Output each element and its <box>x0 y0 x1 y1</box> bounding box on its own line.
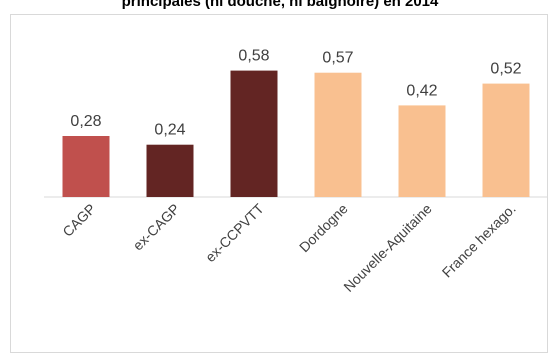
bar-france-hexago- <box>482 83 530 197</box>
bar-cagp <box>62 136 110 197</box>
value-label: 0,42 <box>406 82 437 99</box>
category-label: Dordogne <box>296 200 351 255</box>
category-label: Nouvelle-Aquitaine <box>340 200 435 295</box>
value-label: 0,58 <box>238 48 269 65</box>
bar-ex-cagp <box>146 144 194 197</box>
value-label: 0,52 <box>490 61 521 78</box>
bar-nouvelle-aquitaine <box>398 105 446 197</box>
value-label: 0,28 <box>70 113 101 130</box>
bar-ex-ccpvtt <box>230 70 278 197</box>
chart-title: principales (ni douche, ni baignoire) en… <box>121 0 439 10</box>
category-label: ex-CAGP <box>130 200 183 253</box>
value-label: 0,24 <box>154 122 185 139</box>
category-label: CAGP <box>59 200 98 239</box>
value-label: 0,57 <box>322 50 353 67</box>
category-label: France hexago. <box>439 200 519 280</box>
category-label: ex-CCPVTT <box>202 200 267 265</box>
bar-dordogne <box>314 72 362 197</box>
